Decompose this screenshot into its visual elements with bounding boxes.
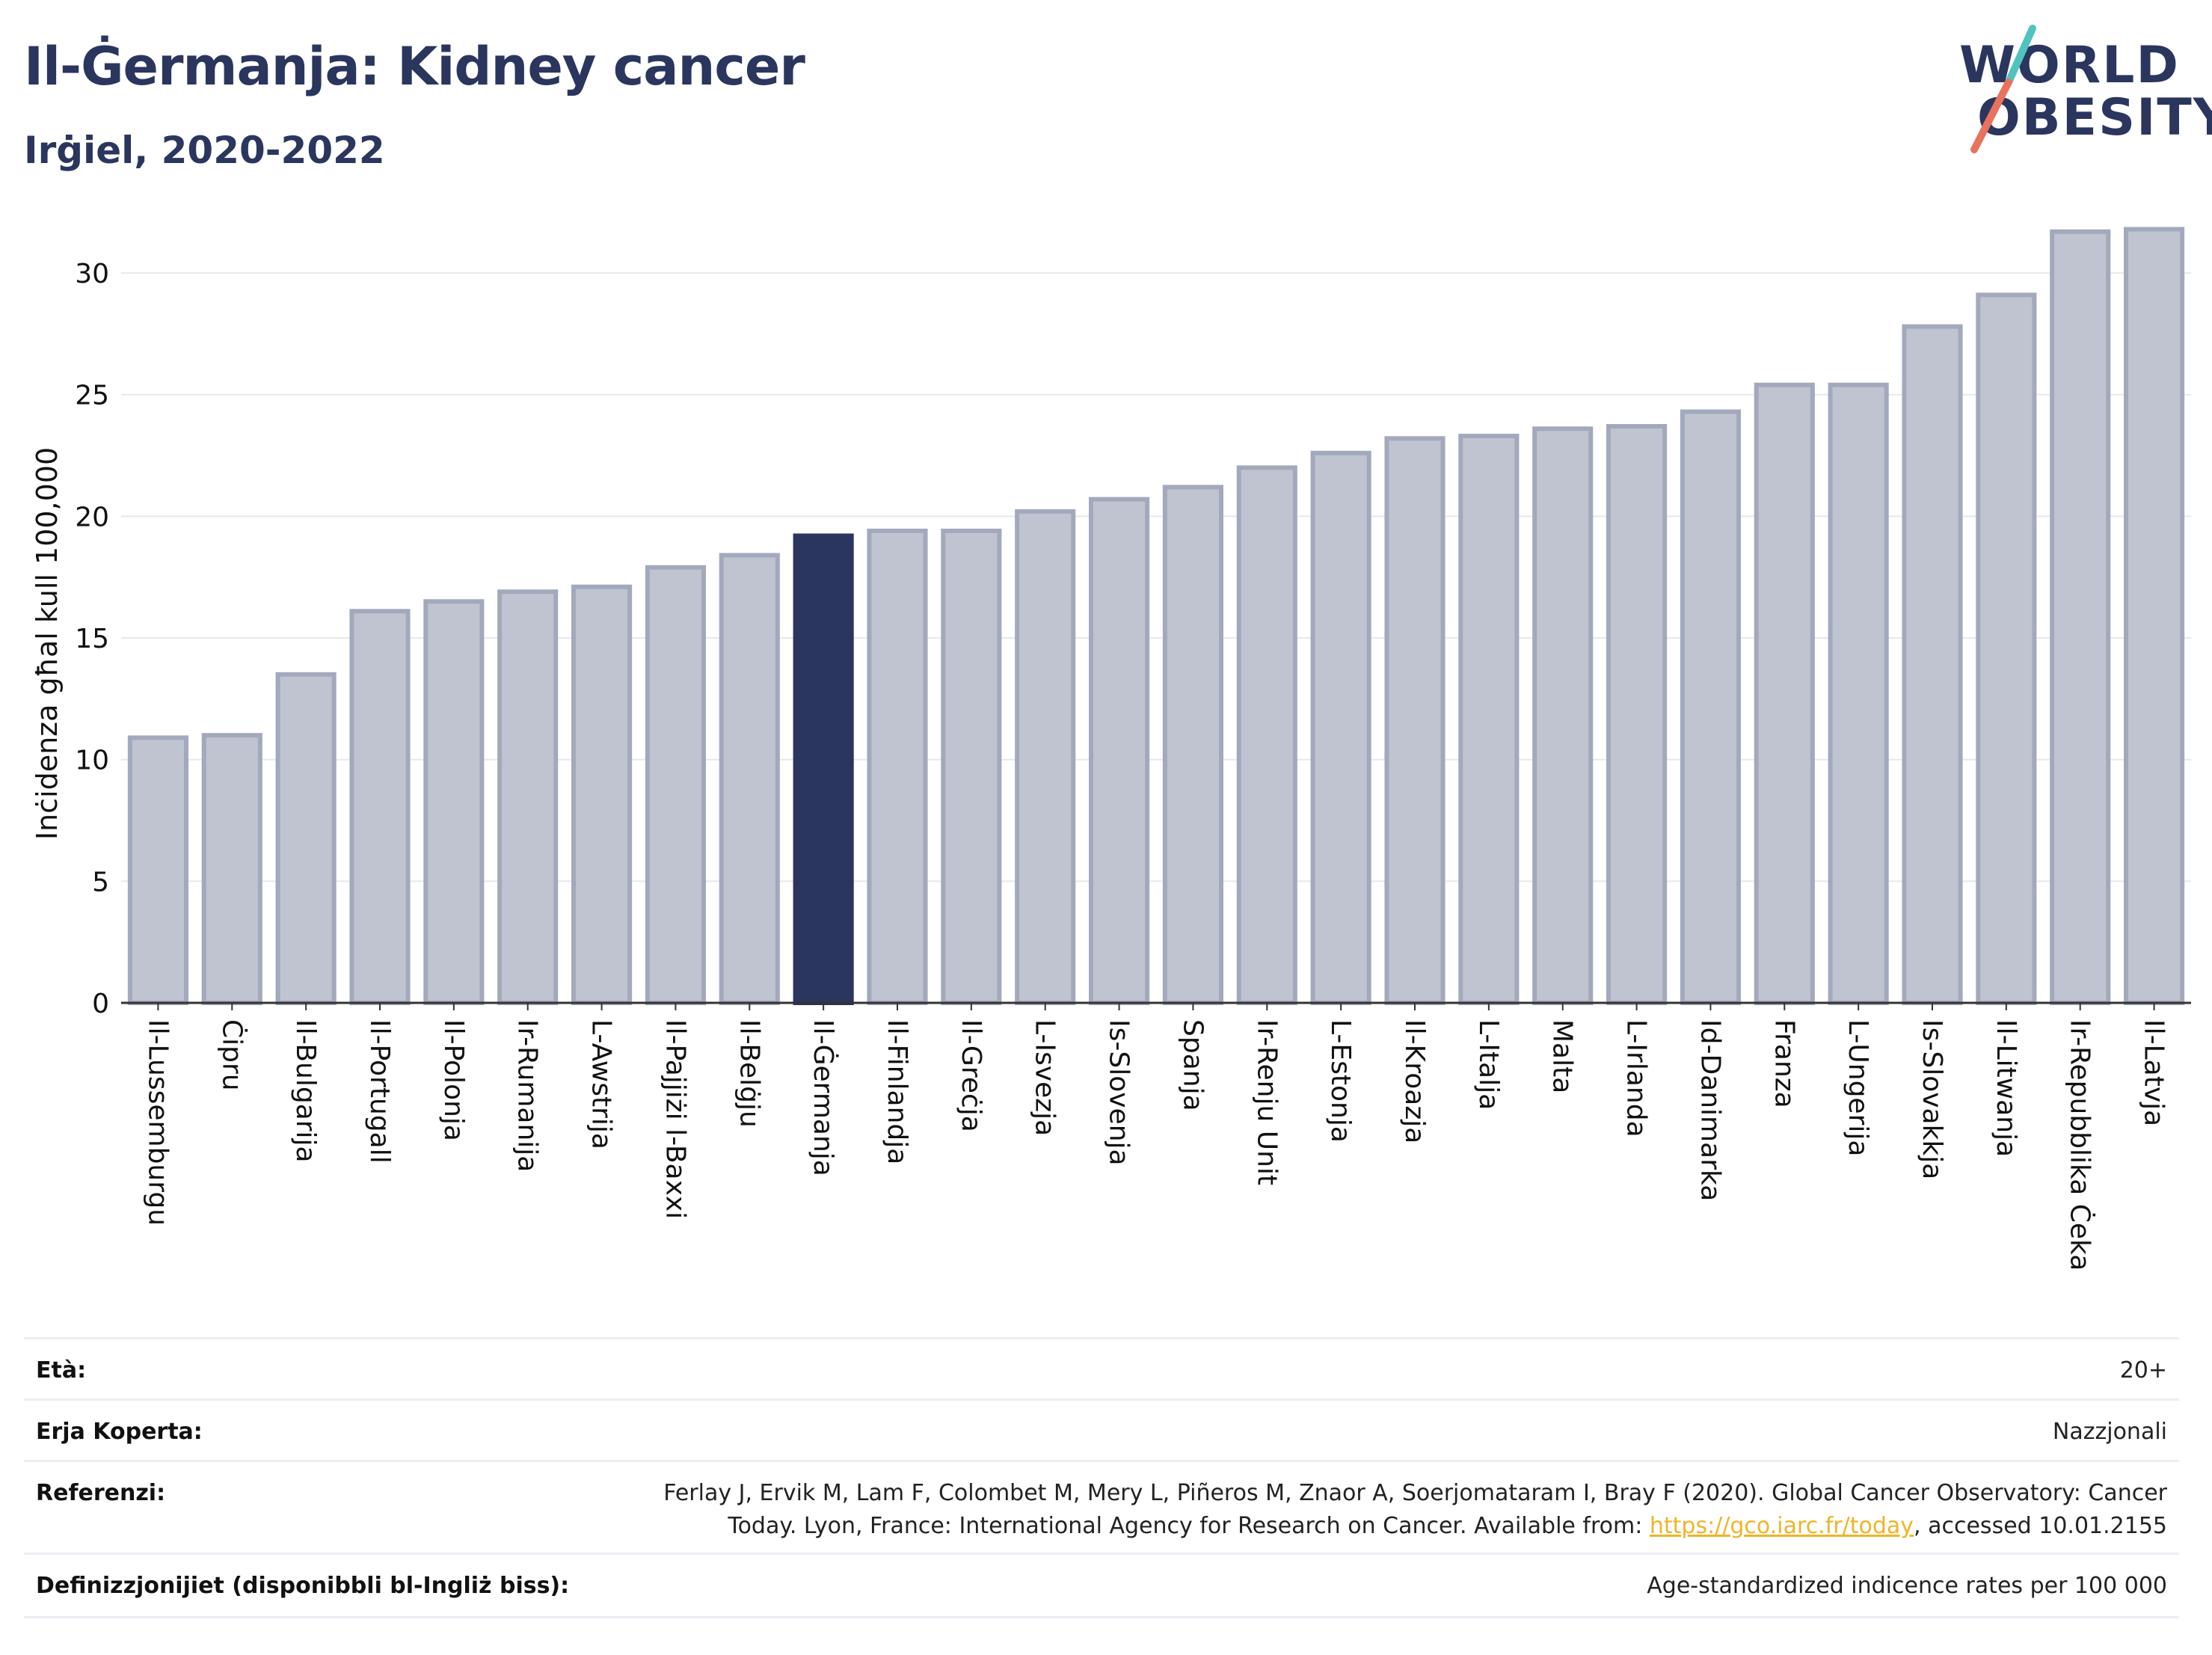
bar — [127, 735, 188, 1005]
bar — [1680, 409, 1741, 1005]
x-tick-label: Il-Portugall — [364, 1019, 395, 1164]
meta-row-age: Età: 20+ — [24, 1337, 2179, 1401]
bar — [941, 528, 1002, 1005]
bar — [201, 733, 262, 1005]
area-value: Nazzjonali — [2052, 1419, 2167, 1445]
x-tick-label: Il-Kroazja — [1399, 1019, 1430, 1143]
references-label: Referenzi: — [36, 1480, 166, 1506]
age-value: 20+ — [2119, 1357, 2167, 1384]
x-tick-label: Il-Latvja — [2139, 1019, 2169, 1126]
x-tick-label: Il-Polonja — [438, 1019, 469, 1141]
x-tick-label: Il-Ġermanja — [808, 1019, 839, 1176]
bar-chart: 0 5 10 15 20 25 30 Il-Lussemburgu Ċipru Il-Bulga… — [31, 227, 2191, 1271]
bar — [349, 609, 411, 1005]
bar — [1606, 424, 1668, 1005]
bar-highlight — [793, 533, 854, 1005]
meta-row-area: Erja Koperta: Nazzjonali — [24, 1398, 2179, 1462]
x-tick-label: L-Irlanda — [1621, 1019, 1652, 1137]
references-text: Today. Lyon, France: International Agenc… — [728, 1513, 1650, 1539]
bar — [497, 589, 559, 1005]
x-tick-label: Is-Slovenja — [1104, 1019, 1134, 1166]
x-tick-label: Il-Belġju — [734, 1019, 764, 1128]
references-line-1: Ferlay J, Ervik M, Lam F, Colombet M, Me… — [663, 1480, 2167, 1506]
x-tick-label: Il-Greċja — [956, 1019, 986, 1132]
x-tick-label: L-Isvezja — [1030, 1019, 1060, 1136]
x-tick-label: Ċipru — [216, 1019, 248, 1091]
x-tick-label: Il-Lussemburgu — [142, 1019, 173, 1226]
bar — [1310, 450, 1371, 1005]
definitions-value: Age-standardized indicence rates per 100… — [1647, 1573, 2167, 1599]
bar — [1828, 382, 1889, 1005]
x-tick-label: Ir-Rumanija — [512, 1019, 543, 1172]
bar — [1162, 485, 1223, 1005]
bar — [571, 584, 633, 1005]
y-tick-label: 10 — [75, 746, 109, 776]
x-tick-label: Il-Litwanja — [1991, 1019, 2021, 1157]
bar — [867, 528, 928, 1005]
bar — [2124, 227, 2185, 1006]
x-tick-label: Il-Bulgarija — [290, 1019, 321, 1163]
x-tick-label: Franza — [1769, 1019, 1799, 1108]
bar — [1902, 324, 1963, 1006]
bar — [1015, 509, 1076, 1005]
bar — [1458, 434, 1520, 1005]
x-tick-label: L-Awstrija — [586, 1019, 617, 1149]
x-tick-label: Ir-Renju Unit — [1251, 1019, 1282, 1185]
bars — [127, 227, 2185, 1006]
y-axis-label: Inċidenza għal kull 100,000 — [31, 447, 64, 840]
x-tick-label: L-Estonja — [1325, 1019, 1356, 1143]
x-tick-label: L-Italja — [1473, 1019, 1504, 1110]
y-tick-label: 20 — [75, 502, 109, 532]
definitions-label: Definizzjonijiet (disponibbli bl-Ingliż … — [36, 1573, 570, 1599]
meta-row-references: Referenzi: Ferlay J, Ervik M, Lam F, Col… — [24, 1460, 2179, 1555]
logo-line-1: WORLD — [1959, 36, 2180, 95]
logo-slash-icon — [1970, 25, 2036, 153]
references-line-2: Today. Lyon, France: International Agenc… — [663, 1510, 2167, 1543]
meta-row-definitions: Definizzjonijiet (disponibbli bl-Ingliż … — [24, 1553, 2179, 1618]
x-tick-label: Malta — [1547, 1019, 1578, 1093]
bar — [2050, 229, 2111, 1005]
bar — [1089, 497, 1150, 1005]
bar — [1754, 382, 1815, 1005]
world-obesity-logo: WORLD OBESITY — [1944, 22, 2212, 165]
chart-subtitle: Irġiel, 2020-2022 — [24, 129, 385, 172]
bar — [1384, 436, 1446, 1005]
chart-title: Il-Ġermanja: Kidney cancer — [24, 36, 805, 97]
bar — [1976, 292, 2037, 1005]
x-tick-label: Il-Finlandja — [882, 1019, 912, 1164]
y-tick-label: 25 — [75, 381, 109, 411]
y-tick-label: 0 — [92, 989, 109, 1019]
area-label: Erja Koperta: — [36, 1419, 203, 1445]
references-accessed: , accessed 10.01.2155 — [1914, 1513, 2167, 1539]
x-tick-label: Is-Slovakkja — [1917, 1019, 1947, 1179]
x-tick-label: Il-Pajjiżi l-Baxxi — [660, 1019, 690, 1219]
y-axis-ticks: 0 5 10 15 20 25 30 — [75, 259, 109, 1019]
y-tick-label: 5 — [92, 867, 109, 897]
bar — [423, 599, 485, 1005]
x-tick-label: L-Ungerija — [1843, 1019, 1873, 1156]
y-tick-label: 30 — [75, 259, 109, 289]
x-tick-label: Ir-Repubblika Ċeka — [2065, 1019, 2096, 1271]
bar — [1236, 465, 1297, 1005]
bar — [645, 565, 706, 1005]
x-axis-ticks: Il-Lussemburgu Ċipru Il-Bulgarija Il-Portug… — [142, 1003, 2169, 1271]
x-tick-label: Id-Danimarka — [1695, 1019, 1725, 1201]
logo-line-2: OBESITY — [1977, 88, 2212, 147]
references-value: Ferlay J, Ervik M, Lam F, Colombet M, Me… — [663, 1477, 2167, 1543]
bar — [275, 672, 337, 1005]
y-tick-label: 15 — [75, 624, 109, 654]
age-label: Età: — [36, 1357, 87, 1384]
bar — [719, 553, 780, 1005]
x-tick-label: Spanja — [1177, 1019, 1208, 1111]
references-link[interactable]: https://gco.iarc.fr/today — [1649, 1513, 1914, 1539]
bar — [1532, 426, 1594, 1005]
